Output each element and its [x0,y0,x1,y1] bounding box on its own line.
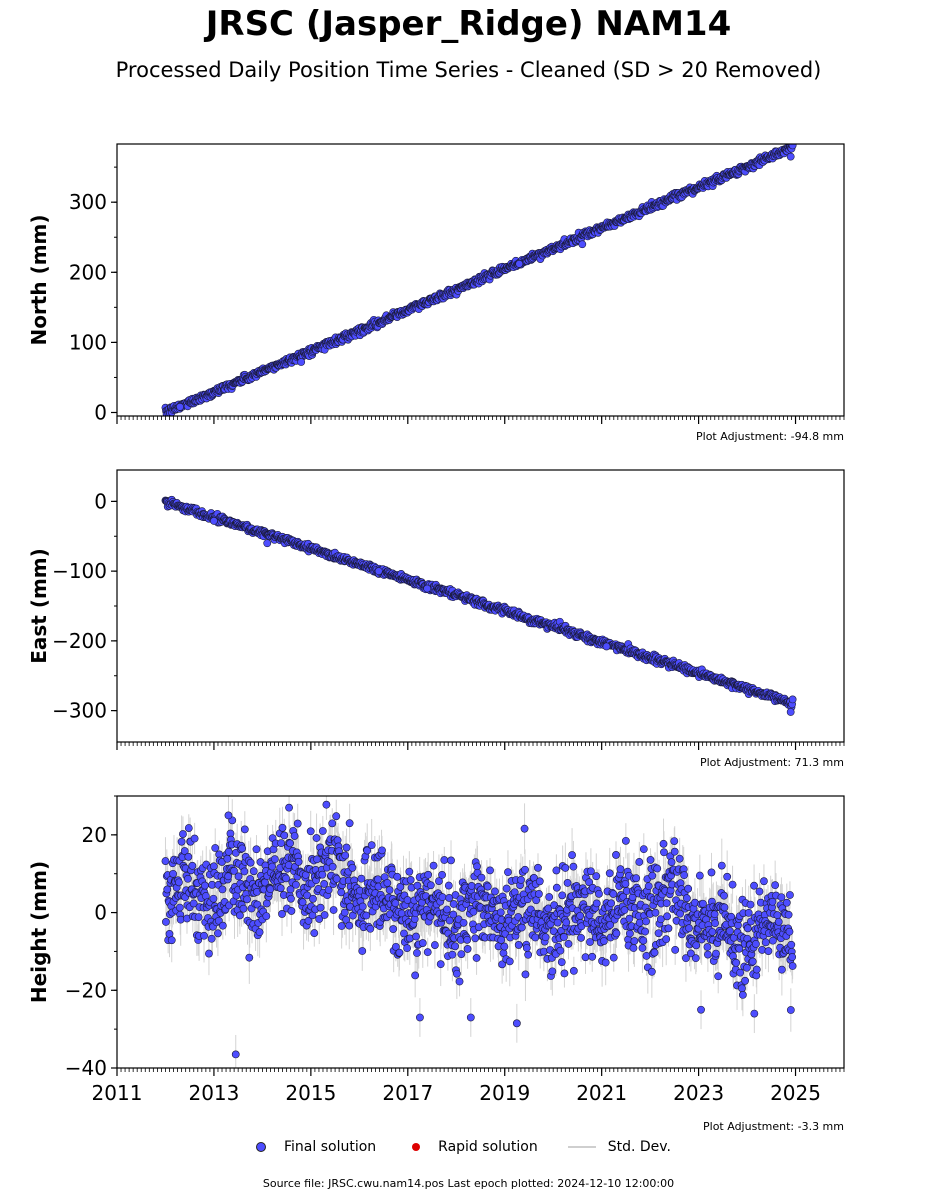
data-point [176,402,184,411]
y-tick-label: 300 [69,190,107,214]
series-final-solution [161,144,797,416]
final-solution-points [161,495,797,716]
y-axis-label: East (mm) [27,548,51,664]
data-point [297,358,306,366]
series-final-solution [161,495,797,716]
chart-subtitle: Processed Daily Position Time Series - C… [115,58,822,82]
x-axis [116,416,845,424]
data-point [423,584,432,593]
data-point [786,708,795,716]
data-point [374,567,383,576]
data-point [786,152,795,161]
y-tick-label: −200 [52,629,107,653]
y-tick-label: 100 [69,330,107,354]
series-final-solution [161,796,797,1068]
panel-2: 0 −100 −200 −300 East (mm) Plot Adjustment: 7… [27,469,845,769]
y-tick-label: −300 [52,699,107,723]
y-axis-label: North (mm) [27,214,51,345]
data-point [515,259,524,268]
data-point [263,539,272,548]
y-axis: 0 100 200 300 [69,166,117,424]
final-solution-points [161,144,797,416]
panel-1: 0 100 200 300 North (mm) Plot Adjustment: -94… [27,143,845,443]
x-axis [116,742,845,750]
data-point [578,240,587,249]
data-point [788,144,797,150]
data-point [602,642,611,651]
y-tick-label: 200 [69,260,107,284]
chart-title: JRSC (Jasper_Ridge) NAM14 [205,4,732,44]
data-point [788,695,797,704]
y-axis: 0 −100 −200 −300 [52,489,117,723]
y-tick-label: −100 [52,559,107,583]
plot-adjustment-note: Plot Adjustment: 71.3 mm [700,756,844,769]
data-point [210,517,218,525]
plot-adjustment-note: Plot Adjustment: -94.8 mm [696,430,844,443]
y-tick-label: 0 [94,489,107,513]
y-tick-label: 0 [94,400,107,424]
